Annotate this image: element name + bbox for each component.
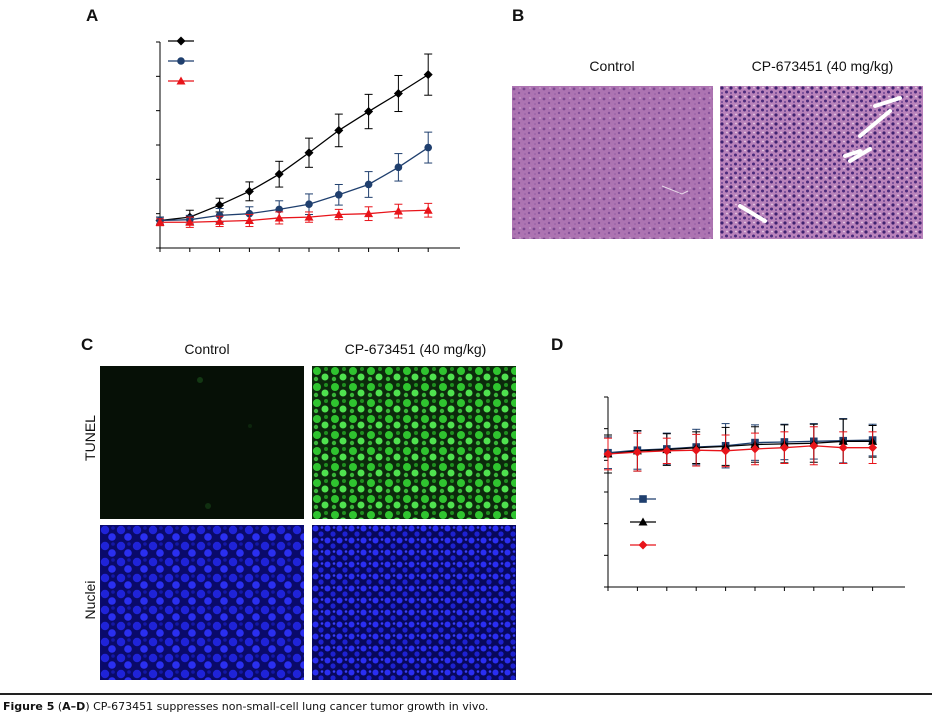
caption-text: CP-673451 suppresses non-small-cell lung… <box>89 700 489 713</box>
data-point <box>691 445 701 455</box>
data-point <box>155 217 165 226</box>
panel-letter-d: D <box>551 335 564 354</box>
series-group <box>156 131 433 225</box>
data-point <box>393 89 403 98</box>
data-point <box>305 200 313 209</box>
series-line <box>159 147 429 222</box>
data-point <box>244 216 254 225</box>
data-point <box>215 200 225 210</box>
series-line <box>607 445 873 455</box>
series-line <box>160 209 429 223</box>
panel-c-control-label: Control <box>184 341 230 357</box>
data-point <box>334 210 344 219</box>
legend-marker <box>639 495 647 503</box>
legend-marker <box>176 76 186 85</box>
data-point <box>304 212 314 221</box>
data-point <box>779 443 789 453</box>
data-point <box>364 209 374 218</box>
data-point <box>868 443 878 453</box>
data-point <box>275 205 283 214</box>
legend-marker <box>638 517 648 526</box>
caption-close-paren: ) <box>85 700 90 713</box>
data-point <box>809 441 819 451</box>
body-weight-chart <box>603 396 905 591</box>
data-point <box>185 217 195 226</box>
data-point <box>364 107 374 117</box>
series-group <box>603 426 878 472</box>
tunel-control-image <box>100 366 304 519</box>
data-point <box>603 449 613 459</box>
series-group <box>604 418 877 470</box>
data-point <box>274 169 284 179</box>
panel-letter-a: A <box>86 6 99 25</box>
data-point <box>721 446 731 456</box>
data-point <box>423 205 433 214</box>
data-point <box>393 206 403 215</box>
tunel-treated-image <box>312 366 516 519</box>
data-point <box>304 148 314 158</box>
nuclei-treated-image <box>312 525 516 680</box>
data-point <box>215 216 225 225</box>
caption-open-paren: ( <box>54 700 63 713</box>
data-point <box>364 180 373 189</box>
data-point <box>245 209 254 218</box>
row-label-tunel: TUNEL <box>82 415 98 461</box>
panel-letter-c: C <box>81 335 94 354</box>
legend-marker <box>176 36 186 46</box>
data-point <box>394 163 403 172</box>
data-point <box>750 444 760 454</box>
caption-figure-number: Figure 5 <box>3 700 55 713</box>
figure-caption: Figure 5 (A–D) CP-673451 suppresses non-… <box>3 700 488 713</box>
he-control-image <box>512 86 713 239</box>
series-group <box>155 202 433 228</box>
panel-b-control-label: Control <box>589 58 635 74</box>
he-treated-image <box>720 86 923 239</box>
legend-marker <box>638 540 648 550</box>
panel-letter-b: B <box>512 6 525 25</box>
data-point <box>215 211 224 220</box>
data-point <box>274 213 284 222</box>
legend-marker <box>177 57 185 65</box>
tumor-volume-chart <box>155 36 460 252</box>
row-label-nuclei: Nuclei <box>82 580 98 620</box>
series-line <box>159 74 429 222</box>
series-line <box>607 440 873 455</box>
caption-panel-range: A–D <box>62 700 86 713</box>
data-point <box>244 186 254 196</box>
series-group <box>155 53 433 226</box>
series-group <box>603 418 878 474</box>
data-point <box>335 190 343 199</box>
data-point <box>838 443 848 453</box>
data-point <box>662 446 672 456</box>
panel-b-treated-label: CP-673451 (40 mg/kg) <box>751 58 894 74</box>
data-point <box>423 70 433 80</box>
data-point <box>632 447 642 457</box>
nuclei-control-image <box>100 525 304 680</box>
data-point <box>424 143 433 152</box>
panel-c-treated-label: CP-673451 (40 mg/kg) <box>344 341 487 357</box>
caption-divider <box>0 693 932 695</box>
